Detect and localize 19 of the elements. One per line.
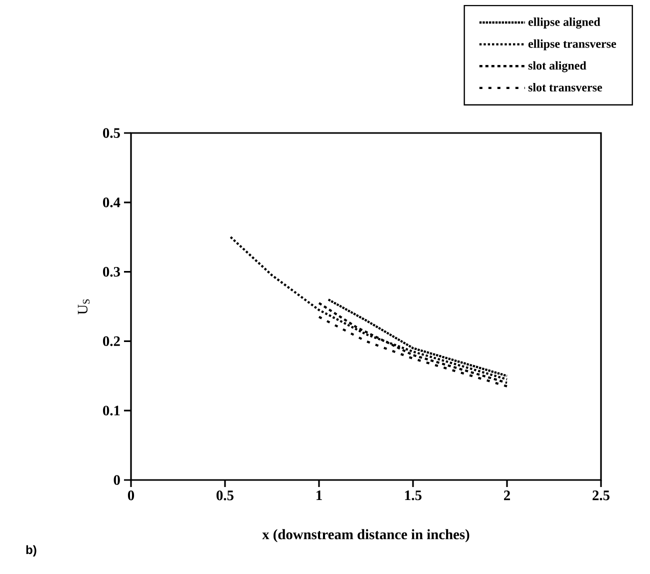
y-tick-label: 0.4: [103, 198, 120, 208]
x-tick-label: 1.5: [405, 490, 422, 500]
y-tick-label: 0: [114, 475, 120, 485]
x-tick-label: 2.5: [592, 490, 610, 500]
y-tick-label: 0.5: [103, 128, 120, 138]
legend-label: slot transverse: [528, 83, 602, 92]
y-tick-label: 0.3: [103, 266, 120, 277]
y-tick-label: 0.2: [103, 336, 120, 346]
x-tick-label: 0: [128, 490, 134, 500]
x-axis-title: x (downstream distance in inches): [262, 529, 470, 542]
x-tick-label: 1: [316, 490, 322, 500]
x-tick-label: 2: [504, 490, 510, 500]
legend-label: ellipse transverse: [528, 39, 616, 50]
y-axis-title: U$_{S}$: [78, 299, 90, 314]
x-tick-label: 0.5: [216, 490, 234, 500]
legend-label: slot aligned: [528, 61, 586, 72]
legend-label: ellipse aligned: [528, 18, 600, 29]
y-tick-label: 0.1: [103, 406, 120, 416]
text: b): [26, 545, 36, 556]
